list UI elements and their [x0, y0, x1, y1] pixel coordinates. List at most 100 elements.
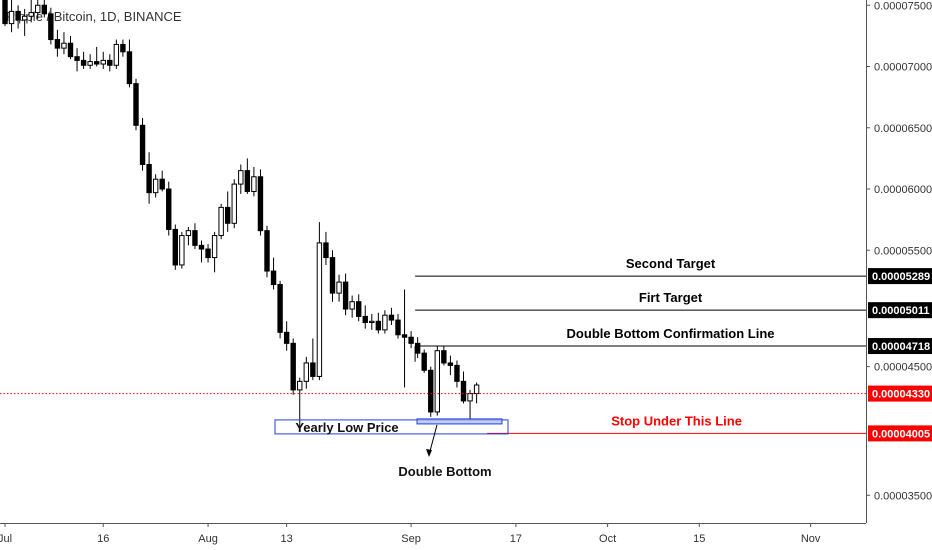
level-price-label: 0.00004005 — [872, 428, 930, 440]
current-price-label: 0.00004330 — [872, 389, 930, 401]
candle-body — [473, 384, 480, 395]
candle-body — [441, 350, 447, 364]
candle-body — [211, 235, 218, 259]
candle-body — [467, 393, 473, 402]
candle-body — [401, 334, 408, 338]
y-tick-label: 0.00005500 — [874, 245, 932, 257]
x-tick-label: 13 — [281, 533, 293, 545]
x-tick-label: Sep — [401, 533, 421, 545]
y-tick-label: 0.00004500 — [874, 362, 932, 374]
x-tick-label: 16 — [97, 533, 109, 545]
candle-body — [225, 206, 231, 224]
candle-body — [61, 42, 67, 49]
candle-body — [447, 362, 454, 366]
candle-body — [283, 331, 290, 344]
candle-body — [270, 270, 277, 286]
candle-body — [336, 281, 342, 294]
level-price-label: 0.00004718 — [872, 341, 930, 353]
candle-body — [244, 170, 251, 192]
candle-body — [113, 43, 120, 66]
candle-body — [205, 248, 211, 259]
level-price-tag — [868, 338, 932, 355]
candle-body — [310, 362, 316, 377]
candle-body — [329, 257, 336, 294]
candle-body — [15, 10, 21, 21]
x-tick-label: Aug — [198, 533, 218, 545]
candle-body — [257, 176, 264, 232]
candle-body — [362, 315, 368, 324]
candle-body — [166, 188, 172, 230]
candle-body — [133, 83, 139, 126]
level-label: Double Bottom Confirmation Line — [567, 326, 775, 341]
y-tick-label: 0.00006500 — [874, 123, 932, 135]
candle-body — [421, 352, 427, 371]
x-tick-label: 17 — [510, 533, 522, 545]
current-price-tag — [868, 385, 932, 402]
candle-body — [126, 51, 133, 85]
candle-body — [94, 61, 100, 65]
candle-body — [179, 235, 185, 266]
candle-body — [414, 342, 421, 354]
level-price-tag — [868, 425, 932, 442]
candle-body — [375, 320, 382, 331]
yearly-low-box — [274, 419, 509, 435]
yearly-low-label: Yearly Low Price — [295, 420, 398, 435]
candle-body — [264, 230, 270, 272]
candle-body — [238, 170, 244, 185]
y-tick-label: 0.00006000 — [874, 184, 932, 196]
candle-body — [107, 59, 113, 66]
candle-body — [35, 4, 41, 14]
y-tick-label: 0.00007000 — [874, 62, 932, 74]
candle-body — [8, 10, 15, 25]
y-tick-label: 0.00003500 — [874, 490, 932, 502]
candle-body — [21, 15, 28, 21]
candle-body — [349, 301, 355, 310]
candle-body — [87, 61, 93, 66]
x-tick-label: Oct — [599, 533, 616, 545]
level-price-tag — [868, 268, 932, 285]
candle-body — [159, 178, 165, 190]
candle-body — [41, 4, 47, 15]
candle-body — [388, 314, 395, 321]
candle-body — [290, 342, 296, 391]
candle-body — [323, 242, 329, 259]
candle-body — [297, 380, 303, 391]
candle-body — [316, 242, 323, 377]
level-label: Second Target — [626, 256, 716, 271]
x-tick-label: Jul — [0, 533, 12, 545]
candle-body — [172, 228, 179, 266]
candle-body — [218, 206, 224, 237]
level-price-label: 0.00005011 — [872, 305, 930, 317]
candle-body — [28, 12, 34, 17]
candle-body — [231, 183, 237, 224]
candle-body — [251, 176, 257, 192]
y-tick-label: 0.00007500 — [874, 0, 932, 12]
candle-body — [80, 59, 87, 66]
x-tick-label: 15 — [693, 533, 705, 545]
candle-body — [152, 178, 159, 194]
double-bottom-zone — [416, 418, 503, 425]
candle-body — [198, 244, 205, 250]
candle-body — [356, 301, 362, 317]
candle-body — [434, 350, 441, 413]
candle-body — [74, 56, 80, 61]
candle-body — [48, 13, 54, 41]
candle-body — [408, 336, 414, 344]
level-label: Stop Under This Line — [611, 413, 742, 428]
level-price-tag — [868, 302, 932, 319]
double-bottom-label: Double Bottom — [398, 464, 491, 479]
candle-body — [100, 59, 106, 65]
candle-body — [2, 0, 8, 25]
candle-body — [382, 314, 388, 331]
candle-body — [460, 380, 467, 402]
candle-body — [120, 43, 126, 53]
candle-body — [54, 39, 61, 49]
x-tick-label: Nov — [801, 533, 821, 545]
candle-body — [342, 281, 349, 310]
candle-body — [277, 284, 283, 333]
candle-body — [146, 164, 152, 194]
level-price-label: 0.00005289 — [872, 271, 930, 283]
candle-body — [192, 230, 198, 246]
double-bottom-arrowhead — [426, 449, 432, 457]
